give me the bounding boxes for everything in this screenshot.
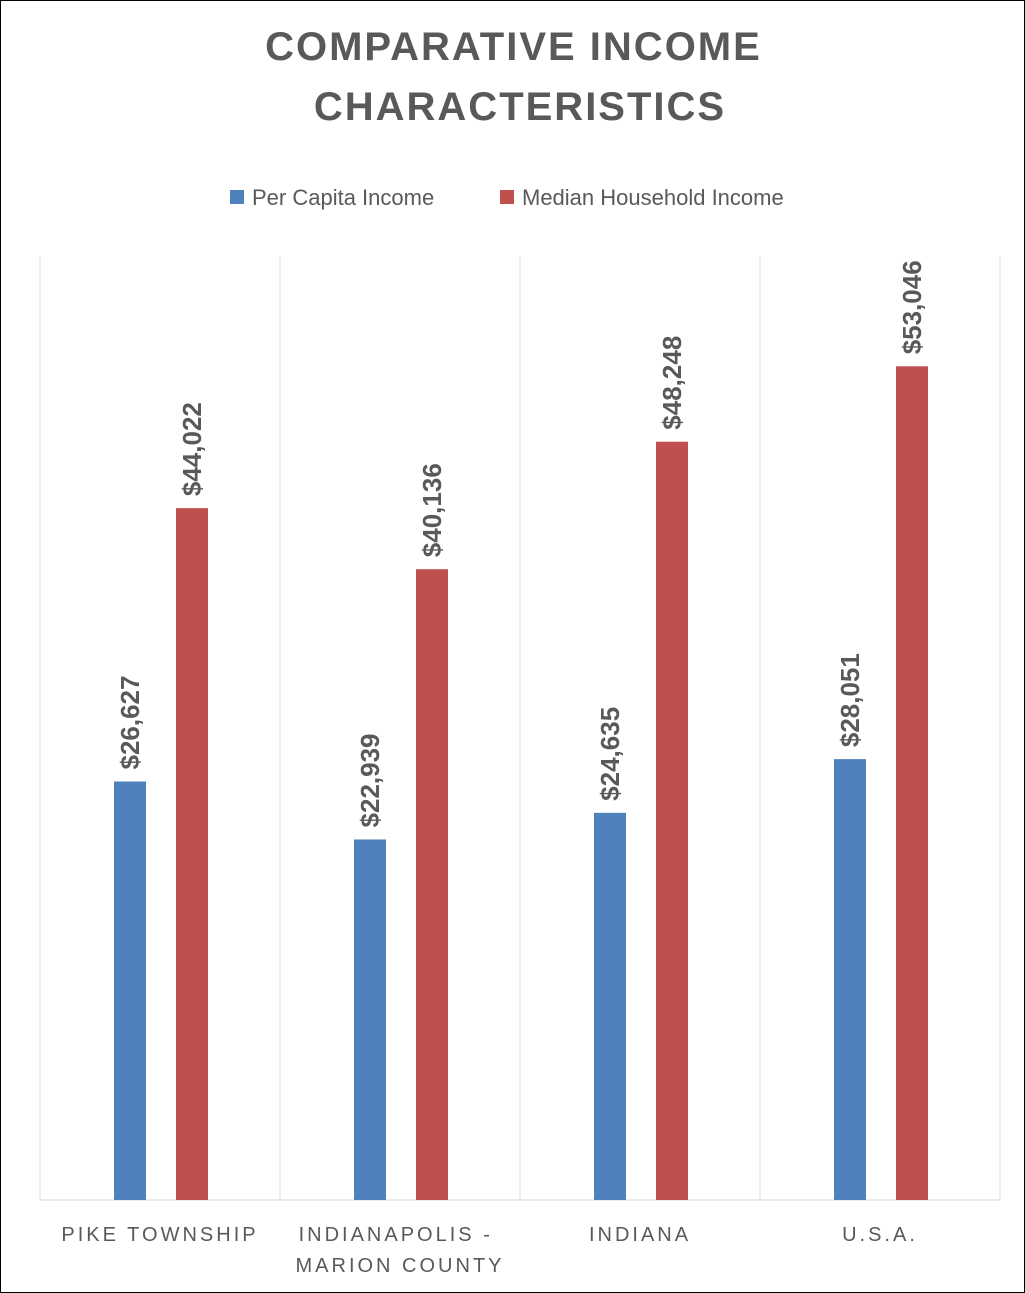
bar (176, 508, 208, 1200)
x-tick-label: PIKE TOWNSHIP (61, 1224, 258, 1246)
data-label: $44,022 (177, 402, 207, 496)
data-label: $26,627 (115, 676, 145, 770)
bar (594, 812, 626, 1200)
bar (114, 781, 146, 1200)
chart-title: COMPARATIVE INCOME CHARACTERISTICS (265, 25, 775, 129)
x-tick-label: INDIANAPOLIS - MARION COUNTY (296, 1224, 505, 1277)
legend-swatch (500, 190, 514, 204)
bar (656, 441, 688, 1200)
bar (354, 839, 386, 1200)
data-label: $28,051 (835, 653, 865, 747)
data-label: $24,635 (595, 707, 625, 801)
data-label: $48,248 (657, 336, 687, 430)
bar (896, 366, 928, 1200)
data-label: $53,046 (897, 260, 927, 354)
x-tick-label: U.S.A. (842, 1224, 918, 1246)
bar (416, 569, 448, 1200)
bar (834, 759, 866, 1200)
legend-swatch (230, 190, 244, 204)
x-tick-label: INDIANA (589, 1224, 691, 1246)
data-label: $40,136 (417, 463, 447, 557)
legend-label: Per Capita Income (252, 185, 434, 210)
data-label: $22,939 (355, 733, 385, 827)
legend-label: Median Household Income (522, 185, 784, 210)
